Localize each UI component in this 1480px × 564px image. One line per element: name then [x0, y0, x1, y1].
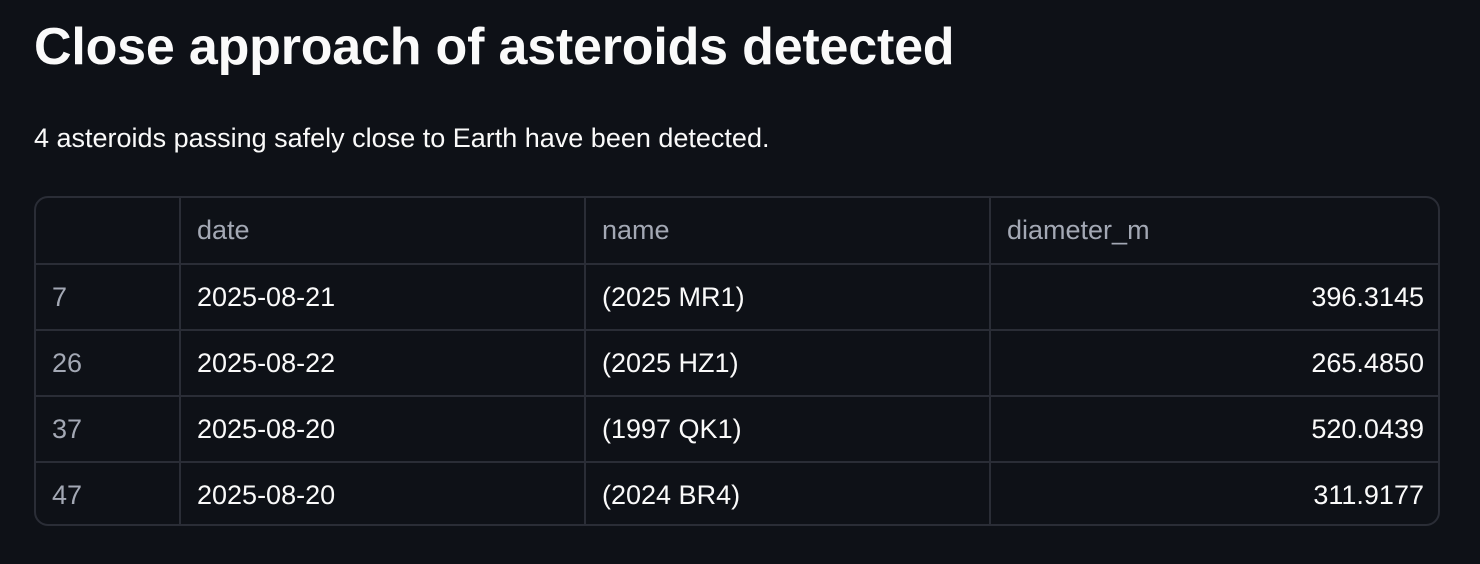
column-header-name[interactable]: name — [585, 198, 991, 265]
table-row[interactable]: 7 2025-08-21 (2025 MR1) 396.3145 — [36, 264, 1438, 331]
date-cell[interactable]: 2025-08-20 — [180, 462, 586, 524]
date-cell[interactable]: 2025-08-21 — [180, 264, 586, 331]
row-index-cell: 37 — [36, 396, 181, 463]
page-subtitle: 4 asteroids passing safely close to Eart… — [34, 123, 770, 153]
asteroid-table[interactable]: date name diameter_m 7 2025-08-21 (2025 … — [34, 196, 1440, 526]
name-cell[interactable]: (2025 HZ1) — [585, 330, 991, 397]
diameter-cell[interactable]: 311.9177 — [1313, 480, 1424, 510]
date-cell[interactable]: 2025-08-22 — [180, 330, 586, 397]
table-row[interactable]: 37 2025-08-20 (1997 QK1) 520.0439 — [36, 396, 1438, 463]
table-header-row: date name diameter_m — [36, 198, 1438, 265]
date-cell[interactable]: 2025-08-20 — [180, 396, 586, 463]
column-header-diameter[interactable]: diameter_m — [990, 198, 1438, 265]
page-title: Close approach of asteroids detected — [34, 18, 955, 76]
row-index-cell: 26 — [36, 330, 181, 397]
table-row[interactable]: 26 2025-08-22 (2025 HZ1) 265.4850 — [36, 330, 1438, 397]
name-cell[interactable]: (2025 MR1) — [585, 264, 991, 331]
diameter-cell[interactable]: 396.3145 — [990, 264, 1438, 331]
data-table: date name diameter_m 7 2025-08-21 (2025 … — [36, 198, 1438, 524]
column-header-index[interactable] — [36, 198, 181, 265]
table-row[interactable]: 47 2025-08-20 (2024 BR4) 311.9177 — [36, 462, 1438, 524]
diameter-cell[interactable]: 520.0439 — [990, 396, 1438, 463]
name-cell[interactable]: (2024 BR4) — [585, 462, 991, 524]
column-header-date[interactable]: date — [180, 198, 586, 265]
row-index-cell: 7 — [36, 264, 181, 331]
diameter-cell[interactable]: 265.4850 — [990, 330, 1438, 397]
row-index-cell: 47 — [36, 462, 181, 524]
name-cell[interactable]: (1997 QK1) — [585, 396, 991, 463]
